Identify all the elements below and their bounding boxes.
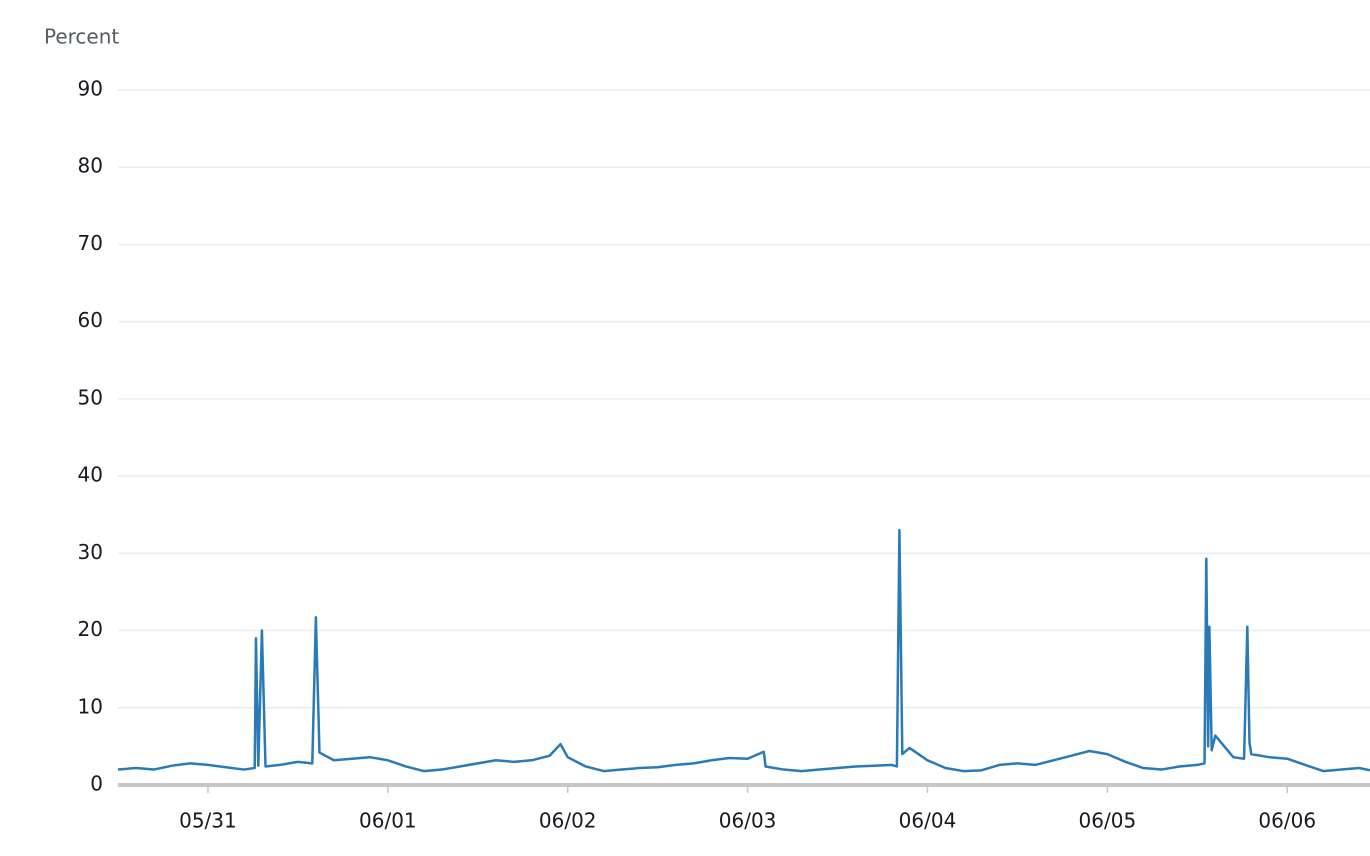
y-tick-label: 20 [78, 617, 103, 641]
x-tick-label: 06/06 [1258, 809, 1316, 833]
line-series [117, 528, 1370, 773]
x-tick-label: 06/02 [539, 809, 597, 833]
y-tick-label: 70 [78, 231, 103, 255]
x-tick-label: 06/03 [719, 809, 777, 833]
x-tick-label: 06/01 [359, 809, 417, 833]
x-tick-label: 05/31 [179, 809, 237, 833]
y-tick-label: 50 [78, 385, 103, 409]
y-tick-label: 0 [90, 772, 103, 796]
y-tick-label: 10 [78, 694, 103, 718]
x-tick-label: 06/04 [899, 809, 957, 833]
x-tick-label: 06/05 [1079, 809, 1137, 833]
y-tick-label: 80 [78, 154, 103, 178]
y-tick-label: 60 [78, 308, 103, 332]
y-tick-label: 40 [78, 463, 103, 487]
y-tick-label: 30 [78, 540, 103, 564]
y-axis-label: Percent [44, 25, 119, 49]
y-tick-label: 90 [78, 77, 103, 101]
